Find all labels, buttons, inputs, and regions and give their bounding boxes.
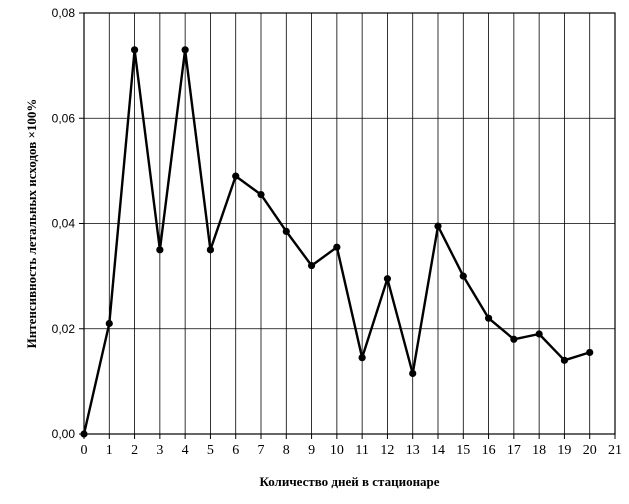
data-point xyxy=(181,46,189,54)
data-point xyxy=(282,227,290,235)
y-tick-label: 0,04 xyxy=(52,217,76,231)
axis-ticks xyxy=(79,12,616,439)
x-tick-label: 10 xyxy=(330,443,344,458)
x-tick-label: 11 xyxy=(355,443,368,458)
x-tick-label: 7 xyxy=(258,443,265,458)
x-tick-label: 3 xyxy=(156,443,163,458)
x-tick-label: 19 xyxy=(557,443,571,458)
x-tick-label: 1 xyxy=(106,443,113,458)
x-tick-label: 5 xyxy=(207,443,214,458)
x-tick-label: 17 xyxy=(507,443,521,458)
data-point xyxy=(307,262,316,270)
x-tick-label: 0 xyxy=(81,443,88,458)
y-tick-label: 0,08 xyxy=(52,6,76,20)
y-tick-label: 0,00 xyxy=(52,427,76,441)
x-tick-label: 9 xyxy=(308,443,315,458)
data-point xyxy=(586,348,594,357)
y-axis-title: Интенсивность летальных исходов ×100% xyxy=(24,99,39,349)
data-point xyxy=(459,272,467,280)
x-tick-label: 18 xyxy=(532,443,546,458)
data-point xyxy=(535,330,543,338)
data-point xyxy=(484,314,493,322)
data-point xyxy=(206,246,215,254)
data-point xyxy=(257,190,265,199)
x-tick-label: 12 xyxy=(380,443,394,458)
x-tick-label: 15 xyxy=(456,443,470,458)
x-tick-label: 8 xyxy=(283,443,290,458)
data-point xyxy=(510,335,518,343)
x-tick-label: 4 xyxy=(182,443,189,458)
data-point xyxy=(232,172,240,180)
x-tick-label: 14 xyxy=(431,443,445,458)
data-point xyxy=(333,243,341,251)
x-tick-label: 2 xyxy=(131,443,138,458)
data-point xyxy=(130,46,139,54)
data-point xyxy=(409,369,417,378)
y-tick-label: 0,02 xyxy=(52,322,76,336)
tick-labels: 0 1 2 3 4 5 6 7 8 9 10 11 12 13 14 15 16 17 18 19 20 210,000,… xyxy=(52,6,622,458)
y-tick-label: 0,06 xyxy=(52,111,76,125)
x-tick-label: 20 xyxy=(583,443,597,458)
data-point xyxy=(383,275,392,283)
data-points xyxy=(80,46,594,438)
data-point xyxy=(358,354,366,362)
x-tick-label: 13 xyxy=(406,443,420,458)
x-tick-label: 16 xyxy=(482,443,496,458)
x-tick-label: 6 xyxy=(232,443,239,458)
data-point xyxy=(560,356,569,364)
data-point xyxy=(434,222,442,230)
data-point xyxy=(80,430,88,438)
x-tick-label: 21 xyxy=(608,443,622,458)
x-axis-title: Количество дней в стационаре xyxy=(259,474,439,489)
data-point xyxy=(105,319,113,328)
data-point xyxy=(156,246,164,254)
